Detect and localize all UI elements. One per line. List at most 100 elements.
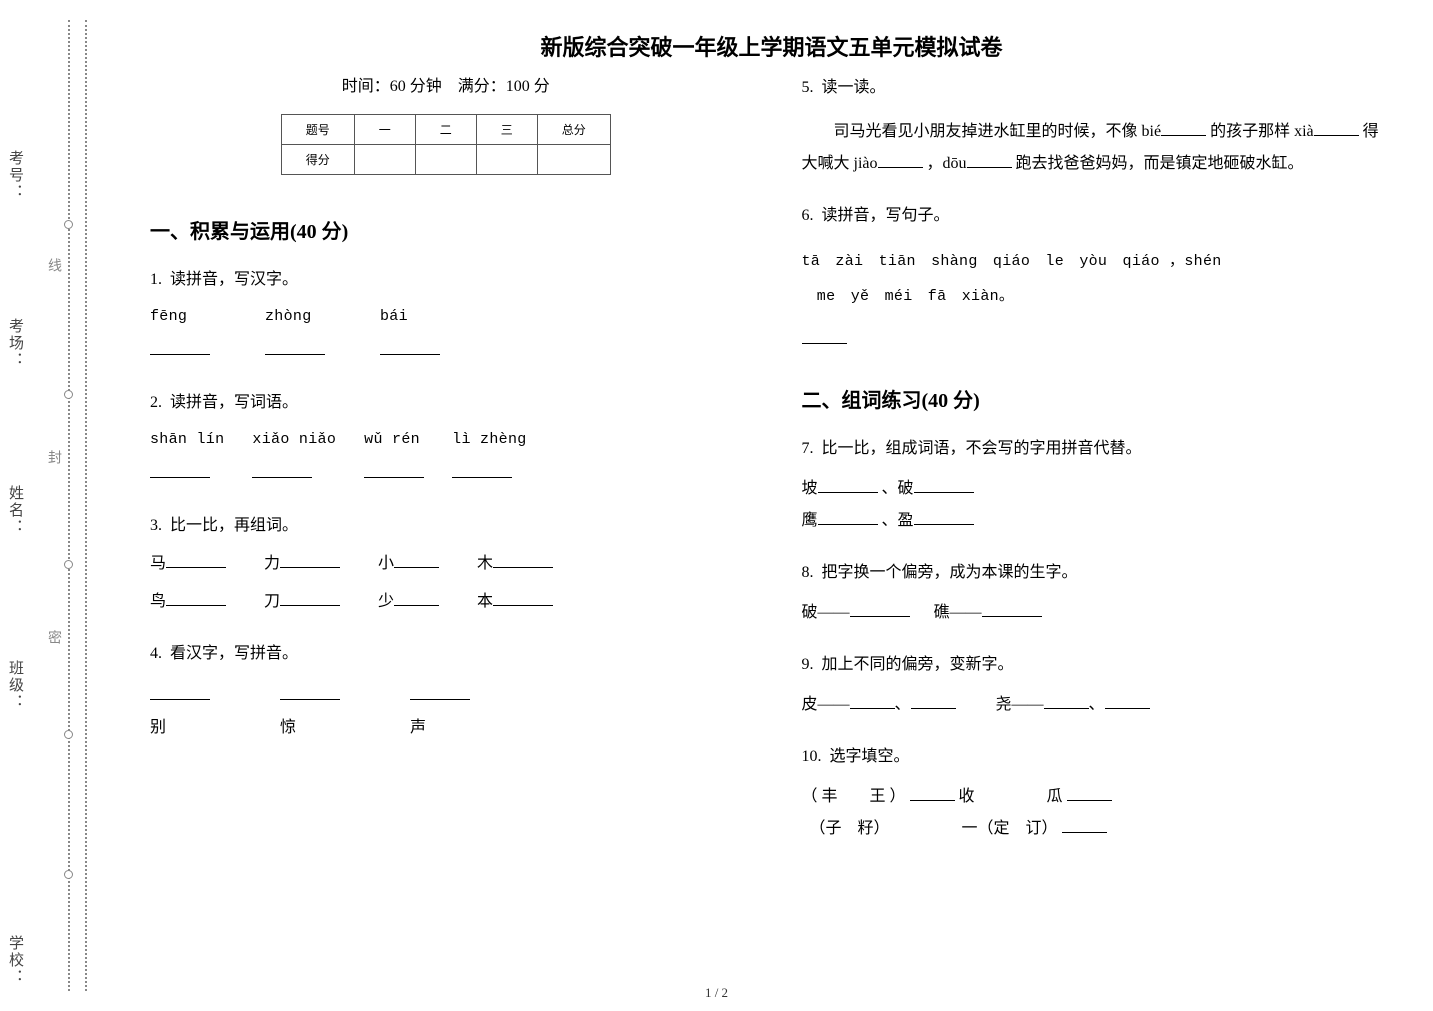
q10-blank[interactable] <box>1062 819 1107 833</box>
q9-num: 9. <box>802 656 814 673</box>
q8-num: 8. <box>802 564 814 581</box>
q3-blank[interactable] <box>493 592 553 606</box>
q1-prompt: 读拼音，写汉字。 <box>170 271 298 288</box>
q5-body: 司马光看见小朋友掉进水缸里的时候，不像 bié 的孩子那样 xià 得大喊大 j… <box>802 116 1394 180</box>
question-2: 2. 读拼音，写词语。 shān lín xiǎo niǎo wǔ rén lì… <box>150 387 742 490</box>
q2-blank-1[interactable] <box>252 464 312 478</box>
q5-blank-3[interactable] <box>967 154 1012 168</box>
q10-l1b: 王 ） <box>870 788 906 805</box>
q4-items: 别 惊 声 <box>150 680 742 744</box>
q3-c-1b: 刀 <box>264 593 280 610</box>
q1-blank-0[interactable] <box>150 341 210 355</box>
sidebar-xuexiao: 学校： <box>5 935 26 986</box>
q7-prompt: 比一比，组成词语，不会写的字用拼音代替。 <box>822 440 1142 457</box>
q3-c-0b: 鸟 <box>150 593 166 610</box>
q3-c-3b: 本 <box>477 593 493 610</box>
q3-num: 3. <box>150 517 162 534</box>
q3-c-2b: 少 <box>378 593 394 610</box>
binding-circle <box>64 390 73 399</box>
q9-blank[interactable] <box>1105 695 1150 709</box>
q9-body: 皮——、 尧——、 <box>802 689 1394 721</box>
q3-row-bot: 鸟 刀 少 本 <box>150 586 742 618</box>
q1-blank-2[interactable] <box>380 341 440 355</box>
score-cell <box>415 145 476 175</box>
q7-body: 坡 、破 鹰 、盈 <box>802 473 1394 537</box>
q4-char-0: 别 <box>150 719 166 736</box>
q3-c-0a: 马 <box>150 555 166 572</box>
q1-blank-1[interactable] <box>265 341 325 355</box>
q3-blank[interactable] <box>493 554 553 568</box>
q10-blank[interactable] <box>910 787 955 801</box>
q2-pinyin-3: lì zhèng <box>452 425 526 455</box>
q3-c-2a: 小 <box>378 555 394 572</box>
page-body: 新版综合突破一年级上学期语文五单元模拟试卷 时间：60 分钟 满分：100 分 … <box>120 0 1433 960</box>
q3-row-top: 马 力 小 木 <box>150 548 742 580</box>
q10-blank[interactable] <box>1067 787 1112 801</box>
q9-blank[interactable] <box>1044 695 1089 709</box>
seal-text-mi: 密 <box>43 630 63 654</box>
score-th-4: 总分 <box>537 115 610 145</box>
q10-prompt: 选字填空。 <box>830 748 910 765</box>
score-cell <box>476 145 537 175</box>
score-table: 题号 一 二 三 总分 得分 <box>281 114 611 175</box>
q7-blank[interactable] <box>818 479 878 493</box>
q4-blank-2[interactable] <box>410 686 470 700</box>
question-6: 6. 读拼音，写句子。 tā zài tiān shàng qiáo le yò… <box>802 200 1394 356</box>
q5-prompt: 读一读。 <box>822 79 886 96</box>
q3-blank[interactable] <box>394 554 439 568</box>
q7-p0a: 坡 <box>802 480 818 497</box>
q10-body: （ 丰 王 ） 收 瓜 （子 籽） 一（定 订） <box>802 781 1394 845</box>
q7-num: 7. <box>802 440 814 457</box>
binding-outer-dots <box>85 20 87 991</box>
q10-l2b: 一（定 订） <box>962 820 1058 837</box>
q4-blank-1[interactable] <box>280 686 340 700</box>
q10-l1a: （ 丰 <box>802 788 838 805</box>
score-th-3: 三 <box>476 115 537 145</box>
q2-blank-3[interactable] <box>452 464 512 478</box>
score-row-label: 得分 <box>281 145 354 175</box>
q8-body: 破—— 礁—— <box>802 597 1394 629</box>
score-cell <box>354 145 415 175</box>
question-8: 8. 把字换一个偏旁，成为本课的生字。 破—— 礁—— <box>802 557 1394 629</box>
q6-answer-blank[interactable] <box>802 330 847 344</box>
q2-blank-0[interactable] <box>150 464 210 478</box>
q6-line1: tā zài tiān shàng qiáo le yòu qiáo ，shén <box>802 253 1222 270</box>
q9-blank[interactable] <box>850 695 895 709</box>
q4-prompt: 看汉字，写拼音。 <box>170 645 298 662</box>
q2-pinyin-2: wǔ rén <box>364 425 424 455</box>
binding-circle <box>64 560 73 569</box>
q5-blank-1[interactable] <box>1314 122 1359 136</box>
q5-t4: 跑去找爸爸妈妈，而是镇定地砸破水缸。 <box>1016 155 1304 172</box>
q9-prompt: 加上不同的偏旁，变新字。 <box>822 656 1014 673</box>
q3-blank[interactable] <box>280 554 340 568</box>
q2-blank-2[interactable] <box>364 464 424 478</box>
q2-items: shān lín xiǎo niǎo wǔ rén lì zhèng <box>150 425 742 490</box>
q5-t0: 司马光看见小朋友掉进水缸里的时候，不像 bié <box>834 123 1162 140</box>
question-7: 7. 比一比，组成词语，不会写的字用拼音代替。 坡 、破 鹰 、盈 <box>802 433 1394 537</box>
q10-l2a: （子 籽） <box>810 820 890 837</box>
seal-text-feng: 封 <box>43 450 63 474</box>
q3-blank[interactable] <box>394 592 439 606</box>
q4-blank-0[interactable] <box>150 686 210 700</box>
q3-blank[interactable] <box>166 592 226 606</box>
q7-blank[interactable] <box>818 511 878 525</box>
question-9: 9. 加上不同的偏旁，变新字。 皮——、 尧——、 <box>802 649 1394 721</box>
q9-blank[interactable] <box>911 695 956 709</box>
seal-text-xian: 线 <box>43 258 63 282</box>
q8-blank-1[interactable] <box>982 603 1042 617</box>
score-cell <box>537 145 610 175</box>
page-subtitle: 时间：60 分钟 满分：100 分 <box>150 72 742 96</box>
q5-blank-2[interactable] <box>878 154 923 168</box>
q8-blank-0[interactable] <box>850 603 910 617</box>
q4-char-1: 惊 <box>280 719 296 736</box>
q5-blank-0[interactable] <box>1161 122 1206 136</box>
q7-blank[interactable] <box>914 511 974 525</box>
q3-blank[interactable] <box>280 592 340 606</box>
q3-blank[interactable] <box>166 554 226 568</box>
q2-pinyin-1: xiǎo niǎo <box>252 425 336 455</box>
q6-body: tā zài tiān shàng qiáo le yòu qiáo ，shén… <box>802 244 1394 314</box>
q6-line2: me yě méi fā xiàn。 <box>802 288 1015 305</box>
q7-blank[interactable] <box>914 479 974 493</box>
sidebar-kaochang: 考场： <box>5 318 26 369</box>
q3-prompt: 比一比，再组词。 <box>170 517 298 534</box>
